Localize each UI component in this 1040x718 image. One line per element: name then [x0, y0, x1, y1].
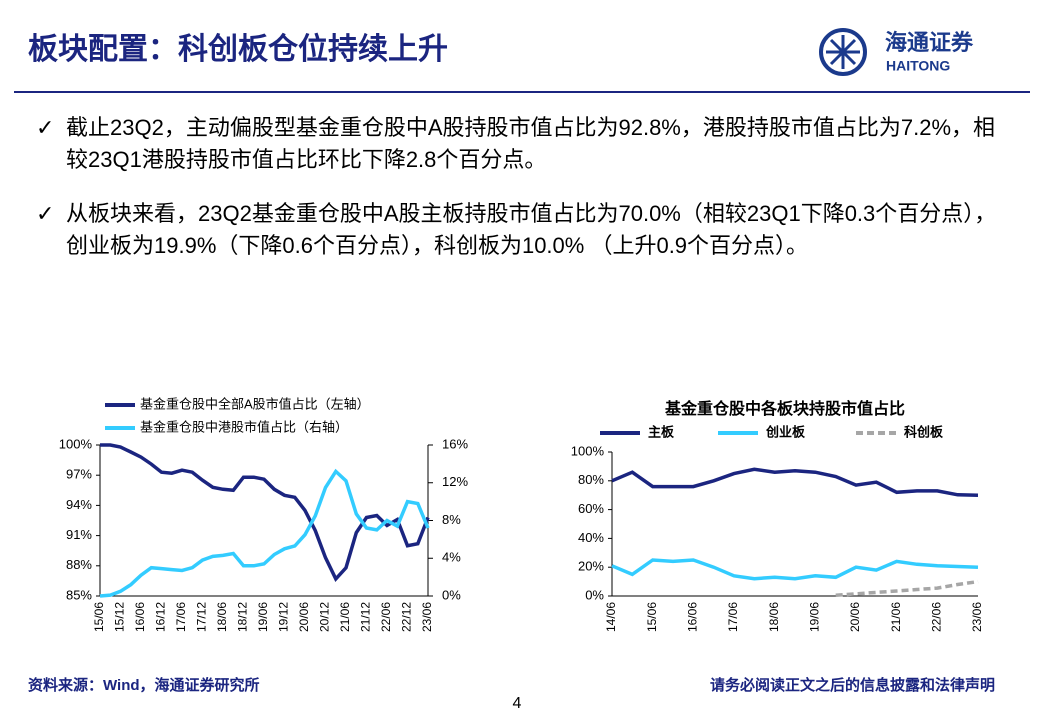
y-tick-label: 94%	[66, 497, 92, 512]
x-tick-label: 17/06	[174, 602, 188, 632]
x-tick-label: 20/06	[848, 602, 862, 632]
series-line	[611, 558, 979, 581]
y-tick-label: 85%	[66, 587, 92, 602]
y2-tick-label: 12%	[442, 474, 468, 489]
series-line	[100, 443, 430, 582]
logo-cn: 海通证券	[885, 30, 974, 55]
y-tick-label: 80%	[578, 472, 604, 487]
x-tick-label: 21/12	[359, 602, 373, 632]
x-tick-label: 22/12	[400, 602, 414, 632]
x-tick-label: 15/12	[113, 602, 127, 632]
x-tick-label: 21/06	[889, 602, 903, 632]
x-tick-label: 18/06	[215, 602, 229, 632]
chart-title: 基金重仓股中各板块持股市值占比	[664, 399, 905, 418]
x-tick-label: 15/06	[92, 602, 106, 632]
x-tick-label: 19/06	[256, 602, 270, 632]
legend-label: 基金重仓股中全部A股市值占比（左轴）	[140, 396, 370, 411]
x-tick-label: 14/06	[604, 602, 618, 632]
x-tick-label: 23/06	[970, 602, 984, 632]
x-tick-label: 19/12	[277, 602, 291, 632]
x-tick-label: 18/06	[767, 602, 781, 632]
series-line	[835, 579, 979, 598]
legend-label: 主板	[648, 424, 675, 439]
series-line	[611, 467, 979, 497]
x-tick-label: 15/06	[645, 602, 659, 632]
bullet-text: 截止23Q2，主动偏股型基金重仓股中A股持股市值占比为92.8%，港股持股市值占…	[66, 115, 996, 172]
logo-en: HAITONG	[886, 58, 950, 74]
slide-title: 板块配置：科创板仓位持续上升	[28, 32, 448, 66]
x-tick-label: 18/12	[236, 602, 250, 632]
bullet: ✓ 截止23Q2，主动偏股型基金重仓股中A股持股市值占比为92.8%，港股持股市值…	[36, 112, 1011, 176]
y-tick-label: 88%	[66, 557, 92, 572]
y2-tick-label: 8%	[442, 512, 461, 527]
y-tick-label: 20%	[578, 559, 604, 574]
y-tick-label: 0%	[585, 587, 604, 602]
x-tick-label: 20/06	[297, 602, 311, 632]
y-tick-label: 91%	[66, 527, 92, 542]
x-tick-label: 21/06	[338, 602, 352, 632]
bullet: ✓ 从板块来看，23Q2基金重仓股中A股主板持股市值占比为70.0%（相较23Q1…	[36, 198, 1011, 262]
x-tick-label: 17/12	[195, 602, 209, 632]
x-tick-label: 22/06	[930, 602, 944, 632]
y-tick-label: 100%	[59, 436, 93, 451]
logo: 海通证券 HAITONG	[819, 28, 974, 76]
x-tick-label: 16/12	[154, 602, 168, 632]
x-tick-label: 23/06	[420, 602, 434, 632]
series-line	[99, 468, 430, 598]
x-tick-label: 20/12	[318, 602, 332, 632]
y-tick-label: 100%	[571, 443, 605, 458]
y-tick-label: 60%	[578, 501, 604, 516]
x-tick-label: 17/06	[726, 602, 740, 632]
y-tick-label: 40%	[578, 530, 604, 545]
y2-tick-label: 16%	[442, 436, 468, 451]
x-tick-label: 16/06	[686, 602, 700, 632]
bullet-text: 从板块来看，23Q2基金重仓股中A股主板持股市值占比为70.0%（相较23Q1下…	[66, 201, 997, 258]
disclaimer: 请务必阅读正文之后的信息披露和法律声明	[710, 676, 995, 694]
legend-label: 科创板	[904, 424, 944, 439]
y-tick-label: 97%	[66, 467, 92, 482]
y2-tick-label: 4%	[442, 550, 461, 565]
legend-label: 基金重仓股中港股市值占比（右轴）	[140, 419, 348, 434]
legend-label: 创业板	[765, 424, 806, 439]
x-tick-label: 22/06	[379, 602, 393, 632]
x-tick-label: 19/06	[808, 602, 822, 632]
page-number: 4	[513, 695, 522, 712]
source: 资料来源：Wind，海通证券研究所	[28, 676, 260, 694]
x-tick-label: 16/06	[133, 602, 147, 632]
y2-tick-label: 0%	[442, 587, 461, 602]
